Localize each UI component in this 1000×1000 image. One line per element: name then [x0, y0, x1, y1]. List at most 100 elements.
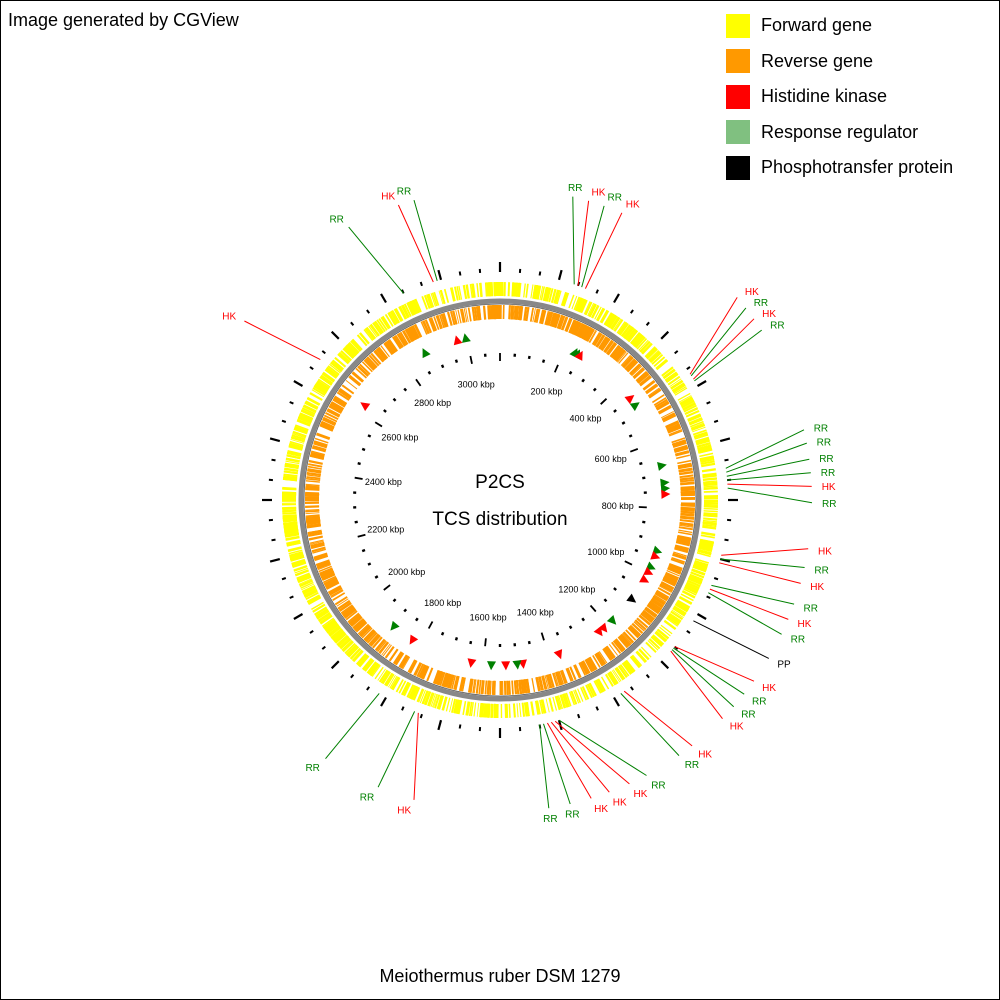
reverse-gene-mark [386, 340, 396, 353]
reverse-gene-mark [679, 523, 694, 527]
forward-gene-mark [588, 683, 596, 697]
reverse-gene-mark [448, 674, 455, 689]
forward-gene-mark [319, 376, 332, 386]
reverse-gene-mark [659, 585, 672, 594]
forward-gene-mark [536, 285, 542, 300]
callout-line [539, 724, 550, 809]
forward-gene-mark [283, 525, 298, 530]
outer-tick [437, 269, 443, 281]
reverse-gene-mark [680, 513, 695, 517]
forward-gene-mark [294, 567, 308, 574]
reverse-gene-mark [672, 554, 687, 560]
reverse-gene-mark [680, 491, 695, 493]
ruler-tick [374, 575, 379, 579]
reverse-gene-mark [339, 602, 352, 612]
reverse-gene-mark [421, 320, 430, 335]
forward-gene-mark [699, 543, 713, 548]
inner-kbp-ruler: 200 kbp 400 kbp 600 kbp 800 kbp 1000 kbp 1200… [353, 353, 647, 647]
forward-gene-mark [585, 301, 592, 315]
forward-gene-mark [283, 475, 298, 480]
reverse-gene-mark [642, 379, 655, 390]
reverse-gene-mark [348, 613, 361, 625]
forward-gene-mark [319, 376, 332, 386]
forward-gene-mark [284, 532, 299, 537]
reverse-gene-mark [579, 662, 586, 676]
forward-gene-mark [282, 511, 297, 515]
forward-gene-mark [622, 326, 633, 339]
reverse-gene-mark [569, 666, 577, 681]
reverse-gene-mark [325, 580, 339, 589]
forward-gene-mark [695, 436, 710, 443]
forward-gene-mark [330, 361, 343, 373]
reverse-gene-mark [625, 359, 637, 371]
forward-gene-mark [315, 609, 329, 619]
forward-gene-mark [617, 321, 627, 335]
reverse-gene-mark [655, 400, 669, 409]
outer-tick [350, 321, 355, 326]
reverse-gene-mark [345, 610, 358, 621]
forward-gene-mark [633, 334, 644, 347]
ruler-tick [469, 355, 473, 364]
ruler-tick [415, 378, 422, 387]
forward-gene-mark [676, 601, 690, 610]
forward-gene-mark [696, 442, 711, 448]
reverse-gene-mark [579, 661, 589, 676]
callout-line [550, 721, 610, 793]
reverse-gene-mark [676, 538, 691, 544]
forward-gene-mark [380, 316, 390, 330]
forward-gene-mark [683, 404, 697, 413]
outer-tick [271, 538, 276, 542]
forward-gene-mark [302, 585, 316, 594]
reverse-gene-mark [579, 324, 587, 338]
reverse-gene-mark [327, 585, 341, 593]
feature-label-pp: PP [777, 659, 791, 670]
reverse-gene-mark [603, 340, 613, 353]
reverse-gene-mark [674, 545, 689, 552]
forward-gene-mark [612, 318, 622, 331]
forward-gene-mark [293, 564, 308, 572]
forward-gene-mark [283, 470, 298, 474]
outer-tick [696, 380, 707, 387]
reverse-gene-mark [452, 310, 458, 325]
forward-gene-mark [434, 694, 441, 709]
reverse-gene-mark [565, 668, 573, 682]
reverse-gene-mark [668, 563, 683, 571]
reverse-gene-mark [467, 678, 472, 693]
ruler-tick [568, 370, 573, 375]
forward-gene-mark [686, 582, 700, 590]
feature-label-hk: HK [397, 806, 411, 817]
forward-gene-mark [552, 696, 558, 711]
reverse-gene-mark [305, 488, 320, 491]
forward-gene-mark [344, 345, 356, 357]
reverse-gene-mark [320, 421, 335, 430]
forward-gene-mark [350, 340, 361, 352]
forward-gene-mark [303, 588, 318, 597]
reverse-gene-mark [581, 661, 589, 675]
reverse-gene-mark [635, 619, 647, 630]
reverse-gene-mark [334, 395, 348, 405]
forward-gene-mark [438, 695, 444, 710]
reverse-gene-mark [328, 586, 342, 596]
feature-label-hk: HK [222, 311, 236, 322]
forward-gene-mark [419, 689, 426, 704]
forward-gene-mark [283, 525, 298, 529]
forward-gene-mark [484, 703, 487, 718]
reverse-gene-mark [619, 634, 630, 646]
reverse-gene-mark [663, 577, 677, 585]
forward-gene-mark [449, 698, 454, 713]
ruler-tick [555, 631, 560, 636]
feature-label-rr: RR [360, 792, 374, 803]
ruler-label: 2000 kbp [388, 567, 425, 577]
forward-gene-mark [286, 454, 301, 460]
forward-gene-mark [588, 303, 597, 318]
forward-gene-mark [587, 683, 595, 698]
reverse-gene-mark [544, 675, 549, 690]
reverse-gene-mark [312, 445, 327, 451]
reverse-gene-mark [308, 463, 323, 468]
feature-marker-hk [467, 658, 477, 668]
reverse-gene-mark [473, 679, 477, 694]
forward-gene-mark [551, 289, 557, 303]
reverse-gene-mark [649, 600, 662, 611]
reverse-gene-mark [387, 339, 398, 353]
reverse-gene-mark [662, 579, 676, 587]
